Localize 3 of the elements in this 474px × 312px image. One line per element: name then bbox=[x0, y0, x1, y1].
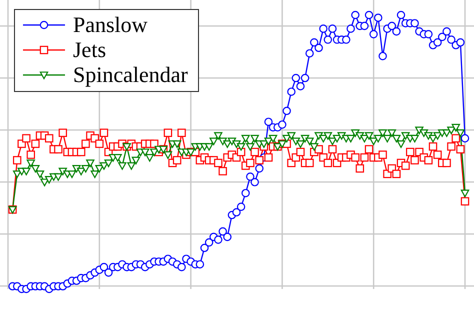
legend-label: Panslow bbox=[73, 12, 148, 37]
legend-label: Jets bbox=[73, 37, 106, 62]
legend-label: Spincalendar bbox=[73, 62, 188, 87]
